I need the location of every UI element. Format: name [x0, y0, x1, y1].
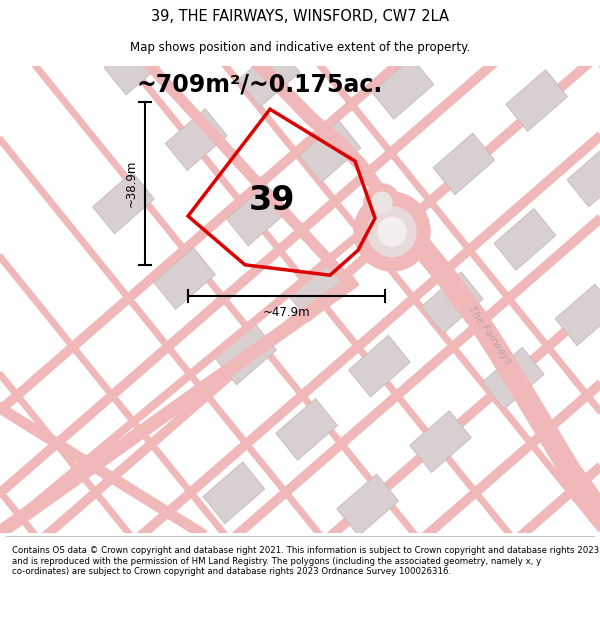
- Text: ~38.9m: ~38.9m: [125, 160, 137, 207]
- Circle shape: [368, 207, 416, 256]
- Circle shape: [378, 217, 406, 246]
- Polygon shape: [410, 411, 471, 472]
- Polygon shape: [494, 209, 556, 270]
- Polygon shape: [299, 121, 361, 182]
- Polygon shape: [226, 184, 288, 246]
- Text: 39: 39: [249, 184, 295, 217]
- Text: The Fairways: The Fairways: [466, 304, 514, 366]
- Polygon shape: [264, 538, 326, 599]
- Text: ~47.9m: ~47.9m: [263, 306, 310, 319]
- Polygon shape: [276, 399, 337, 460]
- Polygon shape: [421, 272, 483, 334]
- Polygon shape: [567, 145, 600, 207]
- Polygon shape: [445, 0, 506, 56]
- Polygon shape: [433, 133, 495, 195]
- Polygon shape: [337, 474, 398, 536]
- Polygon shape: [372, 58, 434, 119]
- Circle shape: [354, 192, 430, 271]
- Polygon shape: [311, 0, 373, 44]
- Circle shape: [364, 184, 400, 221]
- Polygon shape: [287, 260, 349, 321]
- Polygon shape: [360, 196, 422, 258]
- Polygon shape: [166, 109, 227, 171]
- Polygon shape: [482, 348, 544, 409]
- Text: ~709m²/~0.175ac.: ~709m²/~0.175ac.: [137, 72, 383, 96]
- Polygon shape: [203, 462, 265, 524]
- Text: Contains OS data © Crown copyright and database right 2021. This information is : Contains OS data © Crown copyright and d…: [12, 546, 599, 576]
- Polygon shape: [349, 335, 410, 397]
- Polygon shape: [506, 69, 568, 131]
- Polygon shape: [104, 33, 166, 95]
- Polygon shape: [238, 46, 300, 107]
- Circle shape: [372, 192, 392, 213]
- Text: 39, THE FAIRWAYS, WINSFORD, CW7 2LA: 39, THE FAIRWAYS, WINSFORD, CW7 2LA: [151, 9, 449, 24]
- Polygon shape: [555, 284, 600, 346]
- Text: Map shows position and indicative extent of the property.: Map shows position and indicative extent…: [130, 41, 470, 54]
- Polygon shape: [154, 248, 215, 309]
- Polygon shape: [92, 172, 154, 234]
- Polygon shape: [578, 6, 600, 68]
- Polygon shape: [215, 323, 277, 385]
